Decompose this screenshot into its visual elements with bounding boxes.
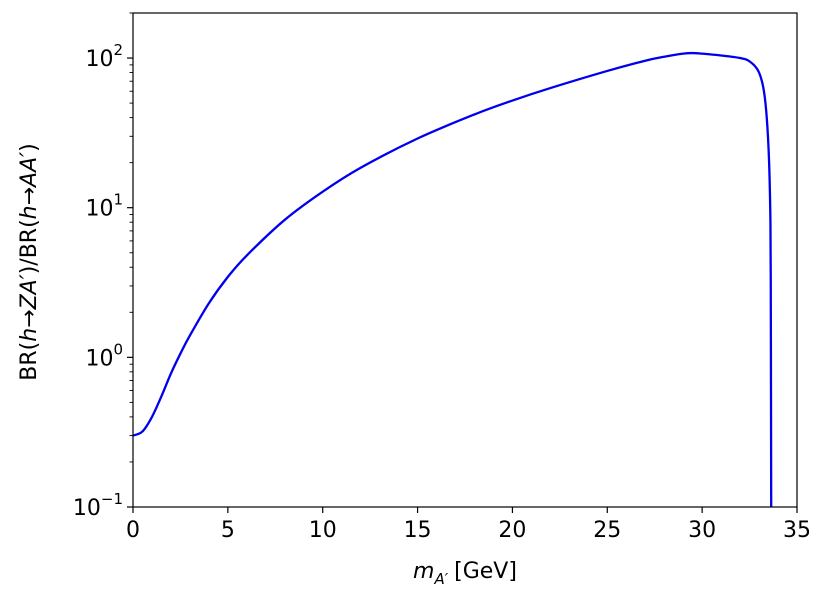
x-axis-label: mA′ [GeV] [413, 559, 517, 588]
x-tick-label: 20 [498, 518, 526, 543]
x-tick-label: 0 [126, 518, 140, 543]
x-tick-label: 5 [221, 518, 235, 543]
x-tick-label: 25 [593, 518, 621, 543]
y-tick-label: 101 [85, 191, 123, 222]
x-tick-label: 10 [309, 518, 337, 543]
x-tick-label: 35 [783, 518, 811, 543]
y-tick-label: 10−1 [73, 490, 123, 521]
x-tick-label: 15 [404, 518, 432, 543]
x-axis-ticks: 0 5 10 15 20 25 30 35 [126, 507, 811, 543]
series-layer [132, 51, 773, 508]
y-tick-label: 100 [85, 340, 123, 371]
y-tick-label: 102 [85, 41, 123, 72]
y-axis-label: BR(h→ZA′)/BR(h→AA′) [17, 143, 42, 381]
series-line [132, 51, 773, 508]
x-tick-label: 30 [688, 518, 716, 543]
y-axis-ticks: 10−1 100 101 102 [73, 12, 133, 521]
plot-frame [132, 12, 798, 508]
